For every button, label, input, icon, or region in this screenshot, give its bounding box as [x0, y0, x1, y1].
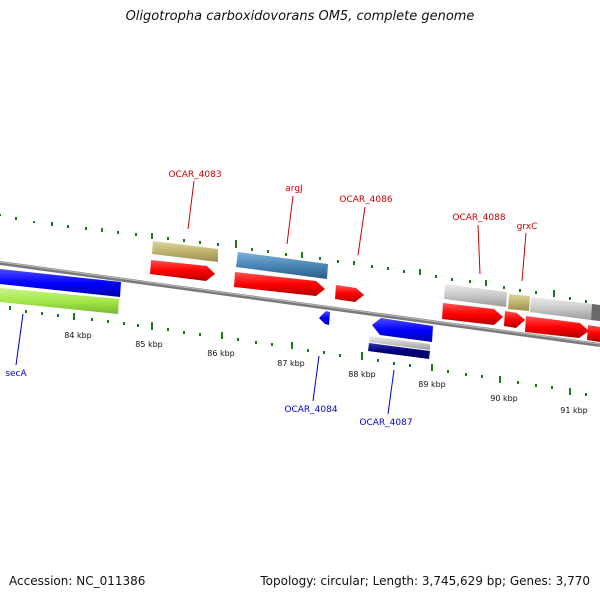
feature-ocar4087-gray[interactable]: [369, 336, 430, 350]
gene-label[interactable]: OCAR_4086: [339, 195, 392, 205]
feature-right-gray[interactable]: [530, 297, 592, 320]
feature-secA-blue[interactable]: [0, 269, 121, 297]
feature-ocar4086-cds[interactable]: [335, 285, 364, 302]
kbp-label: 87 kbp: [277, 359, 305, 368]
feature-ocar4083-olive[interactable]: [152, 241, 218, 262]
feature-ocar4084-cds[interactable]: [319, 311, 330, 325]
feature-ocar4088-cds[interactable]: [442, 303, 503, 325]
kbp-label: 88 kbp: [348, 370, 376, 379]
feature-right-cds[interactable]: [525, 316, 589, 338]
forward-gene-labels: OCAR_4083 argJ OCAR_4086 OCAR_4088 grxC: [168, 170, 537, 232]
feature-argJ-cds[interactable]: [234, 272, 325, 296]
inner-tick-ring: [9, 306, 587, 396]
forward-label-leaders: [187, 180, 527, 282]
gene-label[interactable]: OCAR_4088: [452, 213, 505, 223]
kbp-label: 85 kbp: [135, 340, 163, 349]
kbp-label: 89 kbp: [418, 380, 446, 389]
kbp-label: 90 kbp: [490, 394, 518, 403]
outer-tick-ring: [0, 214, 587, 303]
kbp-labels: 84 kbp 85 kbp 86 kbp 87 kbp 88 kbp 89 kb…: [64, 331, 588, 415]
kbp-label: 84 kbp: [64, 331, 92, 340]
feature-secA-lime[interactable]: [0, 288, 119, 314]
gene-label[interactable]: OCAR_4083: [168, 170, 221, 180]
genome-summary-text: Topology: circular; Length: 3,745,629 bp…: [260, 574, 590, 588]
feature-ocar4088-gray[interactable]: [444, 284, 507, 307]
reverse-gene-labels: secA OCAR_4084 OCAR_4087: [5, 369, 412, 428]
gene-label[interactable]: OCAR_4084: [284, 405, 337, 415]
gene-label[interactable]: argJ: [285, 184, 302, 194]
gene-label[interactable]: grxC: [517, 222, 538, 232]
map-title: Oligotropha carboxidovorans OM5, complet…: [125, 9, 475, 24]
feature-ocar4087-navy[interactable]: [368, 343, 430, 359]
feature-ocar4083-cds[interactable]: [150, 260, 215, 281]
reverse-label-leaders: [15, 313, 395, 415]
accession-text: Accession: NC_011386: [9, 574, 146, 588]
feature-ocar4087-cds[interactable]: [372, 318, 433, 342]
feature-grxC-olive[interactable]: [508, 294, 530, 311]
gene-label[interactable]: OCAR_4087: [359, 418, 412, 428]
kbp-label: 86 kbp: [207, 349, 235, 358]
gene-label[interactable]: secA: [5, 369, 27, 379]
feature-grxC-cds[interactable]: [504, 311, 525, 328]
genome-backbone: [0, 261, 600, 347]
feature-right-dark[interactable]: [591, 304, 600, 321]
feature-right-cds-2[interactable]: [587, 325, 600, 342]
feature-argJ-steel[interactable]: [236, 252, 328, 279]
kbp-label: 91 kbp: [560, 406, 588, 415]
